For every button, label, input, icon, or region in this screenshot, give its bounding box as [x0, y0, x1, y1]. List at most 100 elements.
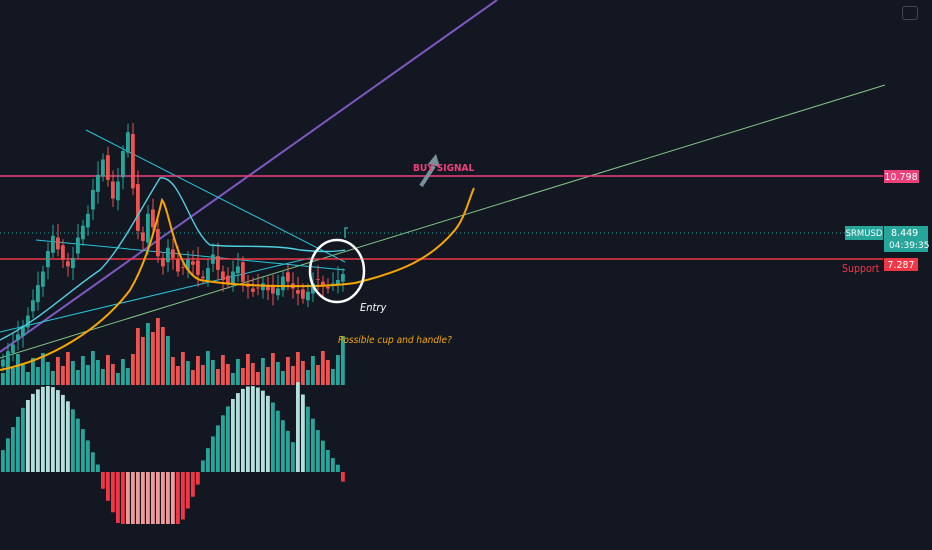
volume-bar — [266, 367, 270, 385]
histogram-bar — [266, 395, 270, 472]
histogram-bar — [336, 464, 340, 472]
candle-body — [66, 261, 70, 267]
cyan-support-trendline[interactable] — [0, 257, 311, 333]
resistance-price-tag[interactable]: 10.798 — [884, 170, 919, 183]
candle-body — [206, 268, 210, 280]
volume-bar — [76, 370, 80, 385]
candle-body — [326, 286, 330, 289]
histogram-bar — [276, 410, 280, 472]
volume-bar — [166, 336, 170, 385]
moving-average-line — [0, 177, 346, 341]
pattern-note-label: Possible cup and handle? — [338, 335, 452, 346]
buy-arrow-shaft — [419, 164, 436, 188]
support-price-tag[interactable]: 7.287 — [884, 258, 918, 271]
candle-body — [161, 257, 165, 267]
volume-bar — [286, 357, 290, 385]
histogram-bar — [326, 450, 330, 472]
histogram-bar — [156, 472, 160, 524]
histogram-bar — [296, 382, 300, 472]
volume-bar — [251, 363, 255, 385]
volume-bar — [111, 364, 115, 385]
histogram-bar — [226, 406, 230, 472]
volume-bar — [281, 371, 285, 385]
volume-bar — [256, 372, 260, 385]
volume-bar — [191, 370, 195, 385]
candle-body — [101, 159, 105, 177]
symbol-price-tag[interactable]: SRMUSD 8.449 04:39:35 — [845, 226, 929, 252]
histogram-bar — [181, 472, 185, 520]
histogram-bar — [216, 425, 220, 472]
volume-bar — [141, 337, 145, 385]
volume-bar — [181, 352, 185, 385]
resistance-price-value: 10.798 — [884, 172, 917, 183]
histogram-bar — [286, 430, 290, 472]
candle-body — [56, 237, 60, 250]
volume-bar — [211, 360, 215, 385]
histogram-bar — [196, 472, 200, 485]
histogram-bar — [151, 472, 155, 524]
histogram-bar — [141, 472, 145, 524]
candlestick-series — [1, 123, 345, 372]
candle-body — [126, 132, 130, 153]
candle-body — [171, 249, 175, 258]
candle-body — [271, 285, 275, 294]
volume-bar — [11, 368, 15, 385]
candle-body — [91, 190, 95, 210]
histogram-bar — [96, 464, 100, 472]
histogram-bar — [201, 460, 205, 472]
histogram-bar — [291, 442, 295, 472]
candle-body — [181, 267, 185, 268]
candle-body — [316, 279, 320, 280]
volume-bar — [126, 368, 130, 385]
histogram-bar — [76, 418, 80, 472]
volume-bar — [106, 355, 110, 385]
volume-bar — [216, 369, 220, 385]
histogram-bar — [306, 406, 310, 472]
candle-body — [61, 245, 65, 260]
volume-bar — [6, 359, 10, 385]
volume-bar — [51, 371, 55, 385]
cyan-lower-trendline[interactable] — [35, 239, 346, 271]
histogram-bar — [126, 472, 130, 524]
candle-body — [6, 351, 10, 362]
entry-circle[interactable] — [308, 238, 366, 304]
volume-bar — [31, 358, 35, 385]
buy-signal-label: BUY SIGNAL — [413, 163, 475, 174]
volume-bar — [171, 357, 175, 385]
candle-body — [276, 288, 280, 296]
volume-bar — [301, 361, 305, 385]
candle-body — [256, 287, 260, 289]
candle-body — [301, 289, 305, 299]
candle-body — [86, 213, 90, 228]
candle-body — [116, 181, 120, 201]
histogram-bar — [161, 472, 165, 524]
entry-label: Entry — [360, 301, 386, 314]
histogram-bar — [206, 448, 210, 472]
volume-bar — [61, 366, 65, 385]
histogram-bar — [321, 440, 325, 472]
candle-body — [296, 290, 300, 294]
volume-bar — [121, 359, 125, 385]
countdown-timer: 04:39:35 — [889, 241, 929, 251]
histogram-bar — [56, 390, 60, 472]
candle-body — [26, 315, 30, 328]
histogram-bar — [51, 387, 55, 472]
histogram-bar — [341, 472, 345, 482]
histogram-bar — [236, 393, 240, 472]
histogram-bar — [171, 472, 175, 524]
cyan-upper-trendline[interactable] — [85, 129, 346, 263]
histogram-bar — [26, 400, 30, 472]
histogram-bar — [251, 386, 255, 472]
histogram-bar — [256, 387, 260, 472]
volume-bar — [176, 366, 180, 385]
volume-bar — [26, 372, 30, 385]
green-long-trendline[interactable] — [0, 84, 886, 359]
candle-body — [226, 275, 230, 284]
histogram-bar — [301, 394, 305, 472]
chart-settings-button[interactable] — [902, 6, 918, 20]
histogram-bar — [106, 472, 110, 501]
candle-body — [241, 262, 245, 282]
small-green-arrow-icon — [344, 227, 348, 238]
buy-arrow-icon — [428, 154, 440, 167]
